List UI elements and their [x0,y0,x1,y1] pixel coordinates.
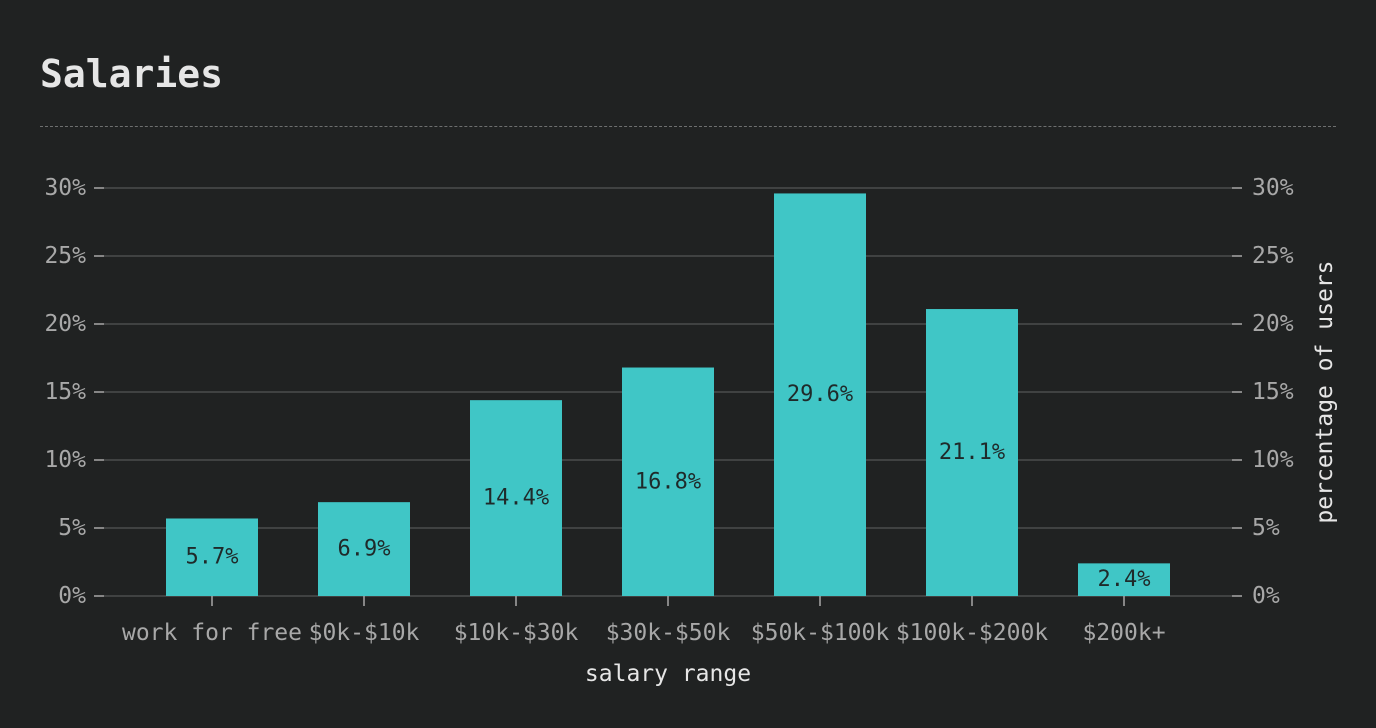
x-tick-label: $100k-$200k [896,620,1048,646]
x-axis-title: salary range [585,661,751,687]
bar-value-label: 5.7% [186,545,239,570]
y-tick-label-left: 30% [44,175,86,201]
y-tick-label-left: 0% [58,583,86,609]
bar-value-label: 2.4% [1098,567,1151,592]
bar [470,400,562,596]
x-tick-label: $50k-$100k [751,620,890,646]
y-tick-label-right: 5% [1252,515,1280,541]
bar [774,193,866,596]
y-tick-label-left: 10% [44,447,86,473]
bar-value-label: 29.6% [787,382,853,407]
bar [1078,563,1170,596]
x-tick-label: $0k-$10k [309,620,420,646]
y-tick-label-right: 0% [1252,583,1280,609]
y-tick-label-left: 5% [58,515,86,541]
y-tick-label-left: 15% [44,379,86,405]
bar [622,367,714,596]
x-tick-label: work for free [122,620,302,646]
bar [318,502,410,596]
bar [926,309,1018,596]
y-tick-label-right: 10% [1252,447,1294,473]
y-tick-label-right: 30% [1252,175,1294,201]
y-axis-title: percentage of users [1312,260,1338,523]
y-tick-label-left: 25% [44,243,86,269]
bar-value-label: 21.1% [939,440,1005,465]
x-tick-label: $30k-$50k [606,620,731,646]
y-tick-label-left: 20% [44,311,86,337]
x-tick-label: $10k-$30k [454,620,579,646]
title-divider [40,126,1336,127]
bar-value-label: 16.8% [635,469,701,494]
page-title: Salaries [40,52,224,96]
y-tick-label-right: 25% [1252,243,1294,269]
x-tick-label: $200k+ [1082,620,1165,646]
bar-value-label: 6.9% [338,537,391,562]
bar-value-label: 14.4% [483,486,549,511]
y-tick-label-right: 20% [1252,311,1294,337]
bar [166,518,258,596]
y-tick-label-right: 15% [1252,379,1294,405]
